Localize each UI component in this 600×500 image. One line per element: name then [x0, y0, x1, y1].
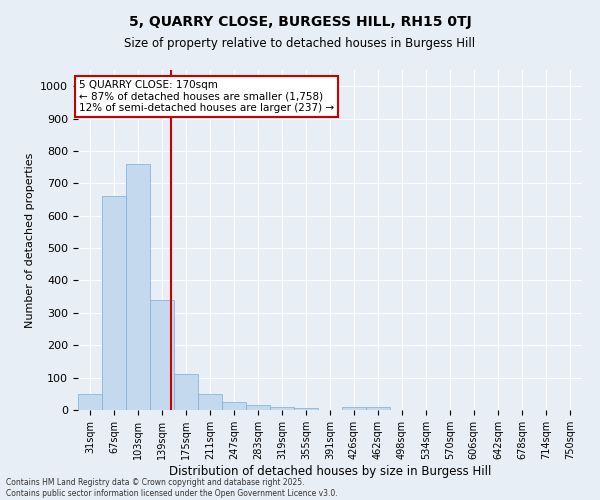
Bar [295, 408, 318, 410]
Text: 5 QUARRY CLOSE: 170sqm
← 87% of detached houses are smaller (1,758)
12% of semi-: 5 QUARRY CLOSE: 170sqm ← 87% of detached… [79, 80, 334, 113]
Y-axis label: Number of detached properties: Number of detached properties [25, 152, 35, 328]
Bar [366, 407, 389, 410]
Bar [78, 394, 102, 410]
Bar [150, 300, 174, 410]
Bar [247, 405, 270, 410]
Bar [126, 164, 150, 410]
Bar [342, 407, 365, 410]
Bar [271, 407, 294, 410]
Text: 5, QUARRY CLOSE, BURGESS HILL, RH15 0TJ: 5, QUARRY CLOSE, BURGESS HILL, RH15 0TJ [128, 15, 472, 29]
Bar [102, 196, 126, 410]
Text: Size of property relative to detached houses in Burgess Hill: Size of property relative to detached ho… [124, 38, 476, 51]
X-axis label: Distribution of detached houses by size in Burgess Hill: Distribution of detached houses by size … [169, 464, 491, 477]
Text: Contains HM Land Registry data © Crown copyright and database right 2025.
Contai: Contains HM Land Registry data © Crown c… [6, 478, 338, 498]
Bar [174, 374, 198, 410]
Bar [223, 402, 246, 410]
Bar [199, 394, 222, 410]
